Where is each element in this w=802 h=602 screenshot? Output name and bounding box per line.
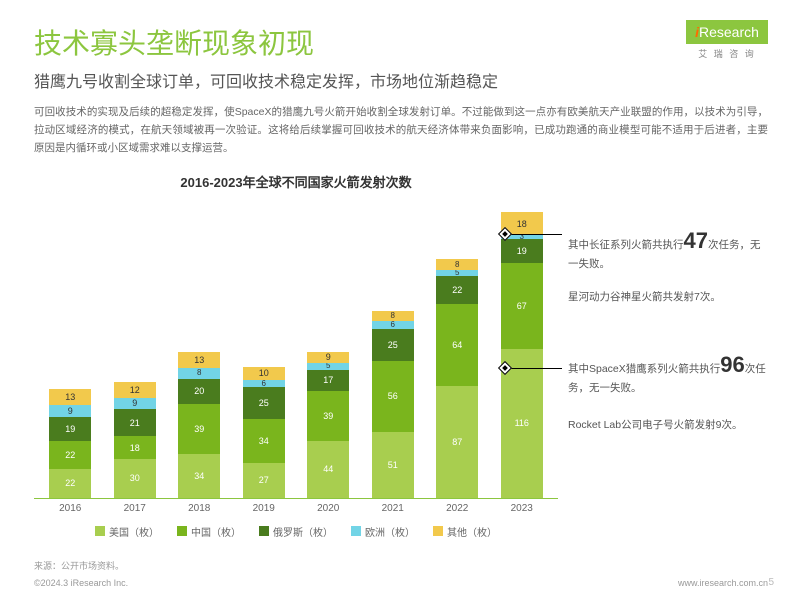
x-tick-label: 2020 bbox=[304, 503, 352, 514]
bar-segment: 30 bbox=[114, 459, 156, 497]
legend-item: 其他（枚） bbox=[433, 524, 497, 539]
annotation: 其中长征系列火箭共执行47次任务，无一失败。 bbox=[568, 224, 768, 273]
legend-label: 俄罗斯（枚） bbox=[273, 524, 333, 539]
x-tick-label: 2022 bbox=[433, 503, 481, 514]
x-axis-labels: 2016 2017 2018 2019 2020 2021 2022 2023 bbox=[34, 503, 558, 514]
x-tick-label: 2023 bbox=[498, 503, 546, 514]
bar-segment: 34 bbox=[178, 454, 220, 498]
bar-segment: 6 bbox=[372, 321, 414, 329]
bar-segment: 8 bbox=[372, 311, 414, 321]
page-number: 5 bbox=[768, 577, 774, 588]
bar-segment: 8 bbox=[178, 368, 220, 378]
legend-swatch bbox=[259, 526, 269, 536]
bar-segment: 27 bbox=[243, 463, 285, 498]
legend-label: 欧洲（枚） bbox=[365, 524, 415, 539]
bar-segment: 25 bbox=[243, 387, 285, 419]
legend-swatch bbox=[433, 526, 443, 536]
bar-segment: 64 bbox=[436, 304, 478, 386]
legend-item: 美国（枚） bbox=[95, 524, 159, 539]
annotation: 其中SpaceX猎鹰系列火箭共执行96次任务，无一失败。 bbox=[568, 348, 768, 397]
legend-swatch bbox=[95, 526, 105, 536]
bar-segment: 12 bbox=[114, 382, 156, 397]
bar-segment: 10 bbox=[243, 367, 285, 380]
bar-segment: 19 bbox=[501, 239, 543, 263]
chart-title: 2016-2023年全球不同国家火箭发射次数 bbox=[34, 172, 558, 191]
bar-segment: 25 bbox=[372, 329, 414, 361]
bar-segment: 5 bbox=[436, 270, 478, 276]
legend-item: 欧洲（枚） bbox=[351, 524, 415, 539]
source-text: 来源：公开市场资料。 bbox=[34, 559, 124, 572]
callout-line bbox=[510, 234, 562, 235]
bar-segment: 21 bbox=[114, 409, 156, 436]
logo-box: iResearch bbox=[686, 20, 768, 44]
bar-segment: 13 bbox=[49, 389, 91, 406]
legend-swatch bbox=[351, 526, 361, 536]
callout-line bbox=[510, 368, 562, 369]
annotation: Rocket Lab公司电子号火箭发射9次。 bbox=[568, 418, 768, 434]
bar-segment: 39 bbox=[178, 404, 220, 454]
bar-segment: 34 bbox=[243, 419, 285, 463]
legend-label: 中国（枚） bbox=[191, 524, 241, 539]
annotation: 星河动力谷神星火箭共发射7次。 bbox=[568, 290, 768, 306]
bar-segment: 13 bbox=[178, 352, 220, 369]
legend-item: 中国（枚） bbox=[177, 524, 241, 539]
legend-label: 美国（枚） bbox=[109, 524, 159, 539]
chart-container: 2016-2023年全球不同国家火箭发射次数 22221991330182191… bbox=[34, 172, 558, 539]
bar-segment: 18 bbox=[114, 436, 156, 459]
bar-segment: 17 bbox=[307, 370, 349, 392]
footer-copyright: ©2024.3 iResearch Inc. bbox=[34, 578, 128, 588]
logo-subtext: 艾 瑞 咨 询 bbox=[686, 47, 768, 60]
stacked-bar-chart: 2222199133018219123439208132734256104439… bbox=[34, 199, 558, 499]
chart-legend: 美国（枚） 中国（枚） 俄罗斯（枚） 欧洲（枚） 其他（枚） bbox=[34, 524, 558, 539]
bar-segment: 67 bbox=[501, 263, 543, 349]
page-title: 技术寡头垄断现象初现 bbox=[34, 22, 768, 62]
x-tick-label: 2016 bbox=[46, 503, 94, 514]
footer-url: www.iresearch.com.cn bbox=[678, 578, 768, 588]
legend-item: 俄罗斯（枚） bbox=[259, 524, 333, 539]
chart-annotations: 其中长征系列火箭共执行47次任务，无一失败。星河动力谷神星火箭共发射7次。其中S… bbox=[568, 172, 768, 539]
x-tick-label: 2017 bbox=[111, 503, 159, 514]
brand-logo: iResearch 艾 瑞 咨 询 bbox=[686, 20, 768, 60]
bar-segment: 44 bbox=[307, 441, 349, 497]
bar-segment: 51 bbox=[372, 432, 414, 497]
bar-segment: 9 bbox=[114, 398, 156, 410]
bar-segment: 22 bbox=[49, 469, 91, 497]
bar-segment: 87 bbox=[436, 386, 478, 497]
footer: ©2024.3 iResearch Inc. www.iresearch.com… bbox=[34, 578, 768, 588]
x-tick-label: 2018 bbox=[175, 503, 223, 514]
bar-segment: 20 bbox=[178, 379, 220, 405]
x-tick-label: 2019 bbox=[240, 503, 288, 514]
bar-segment: 19 bbox=[49, 417, 91, 441]
bar-segment: 22 bbox=[49, 441, 91, 469]
bar-segment: 22 bbox=[436, 276, 478, 304]
bar-segment: 9 bbox=[307, 352, 349, 364]
page-subtitle: 猎鹰九号收割全球订单，可回收技术稳定发挥，市场地位渐趋稳定 bbox=[34, 68, 768, 92]
x-tick-label: 2021 bbox=[369, 503, 417, 514]
bar-segment: 5 bbox=[307, 363, 349, 369]
legend-label: 其他（枚） bbox=[447, 524, 497, 539]
bar-segment: 39 bbox=[307, 391, 349, 441]
bar-segment: 8 bbox=[436, 259, 478, 269]
bar-segment: 56 bbox=[372, 361, 414, 433]
body-paragraph: 可回收技术的实现及后续的超稳定发挥，使SpaceX的猎鹰九号火箭开始收割全球发射… bbox=[34, 104, 768, 158]
bar-segment: 9 bbox=[49, 405, 91, 417]
bar-segment: 6 bbox=[243, 380, 285, 388]
legend-swatch bbox=[177, 526, 187, 536]
